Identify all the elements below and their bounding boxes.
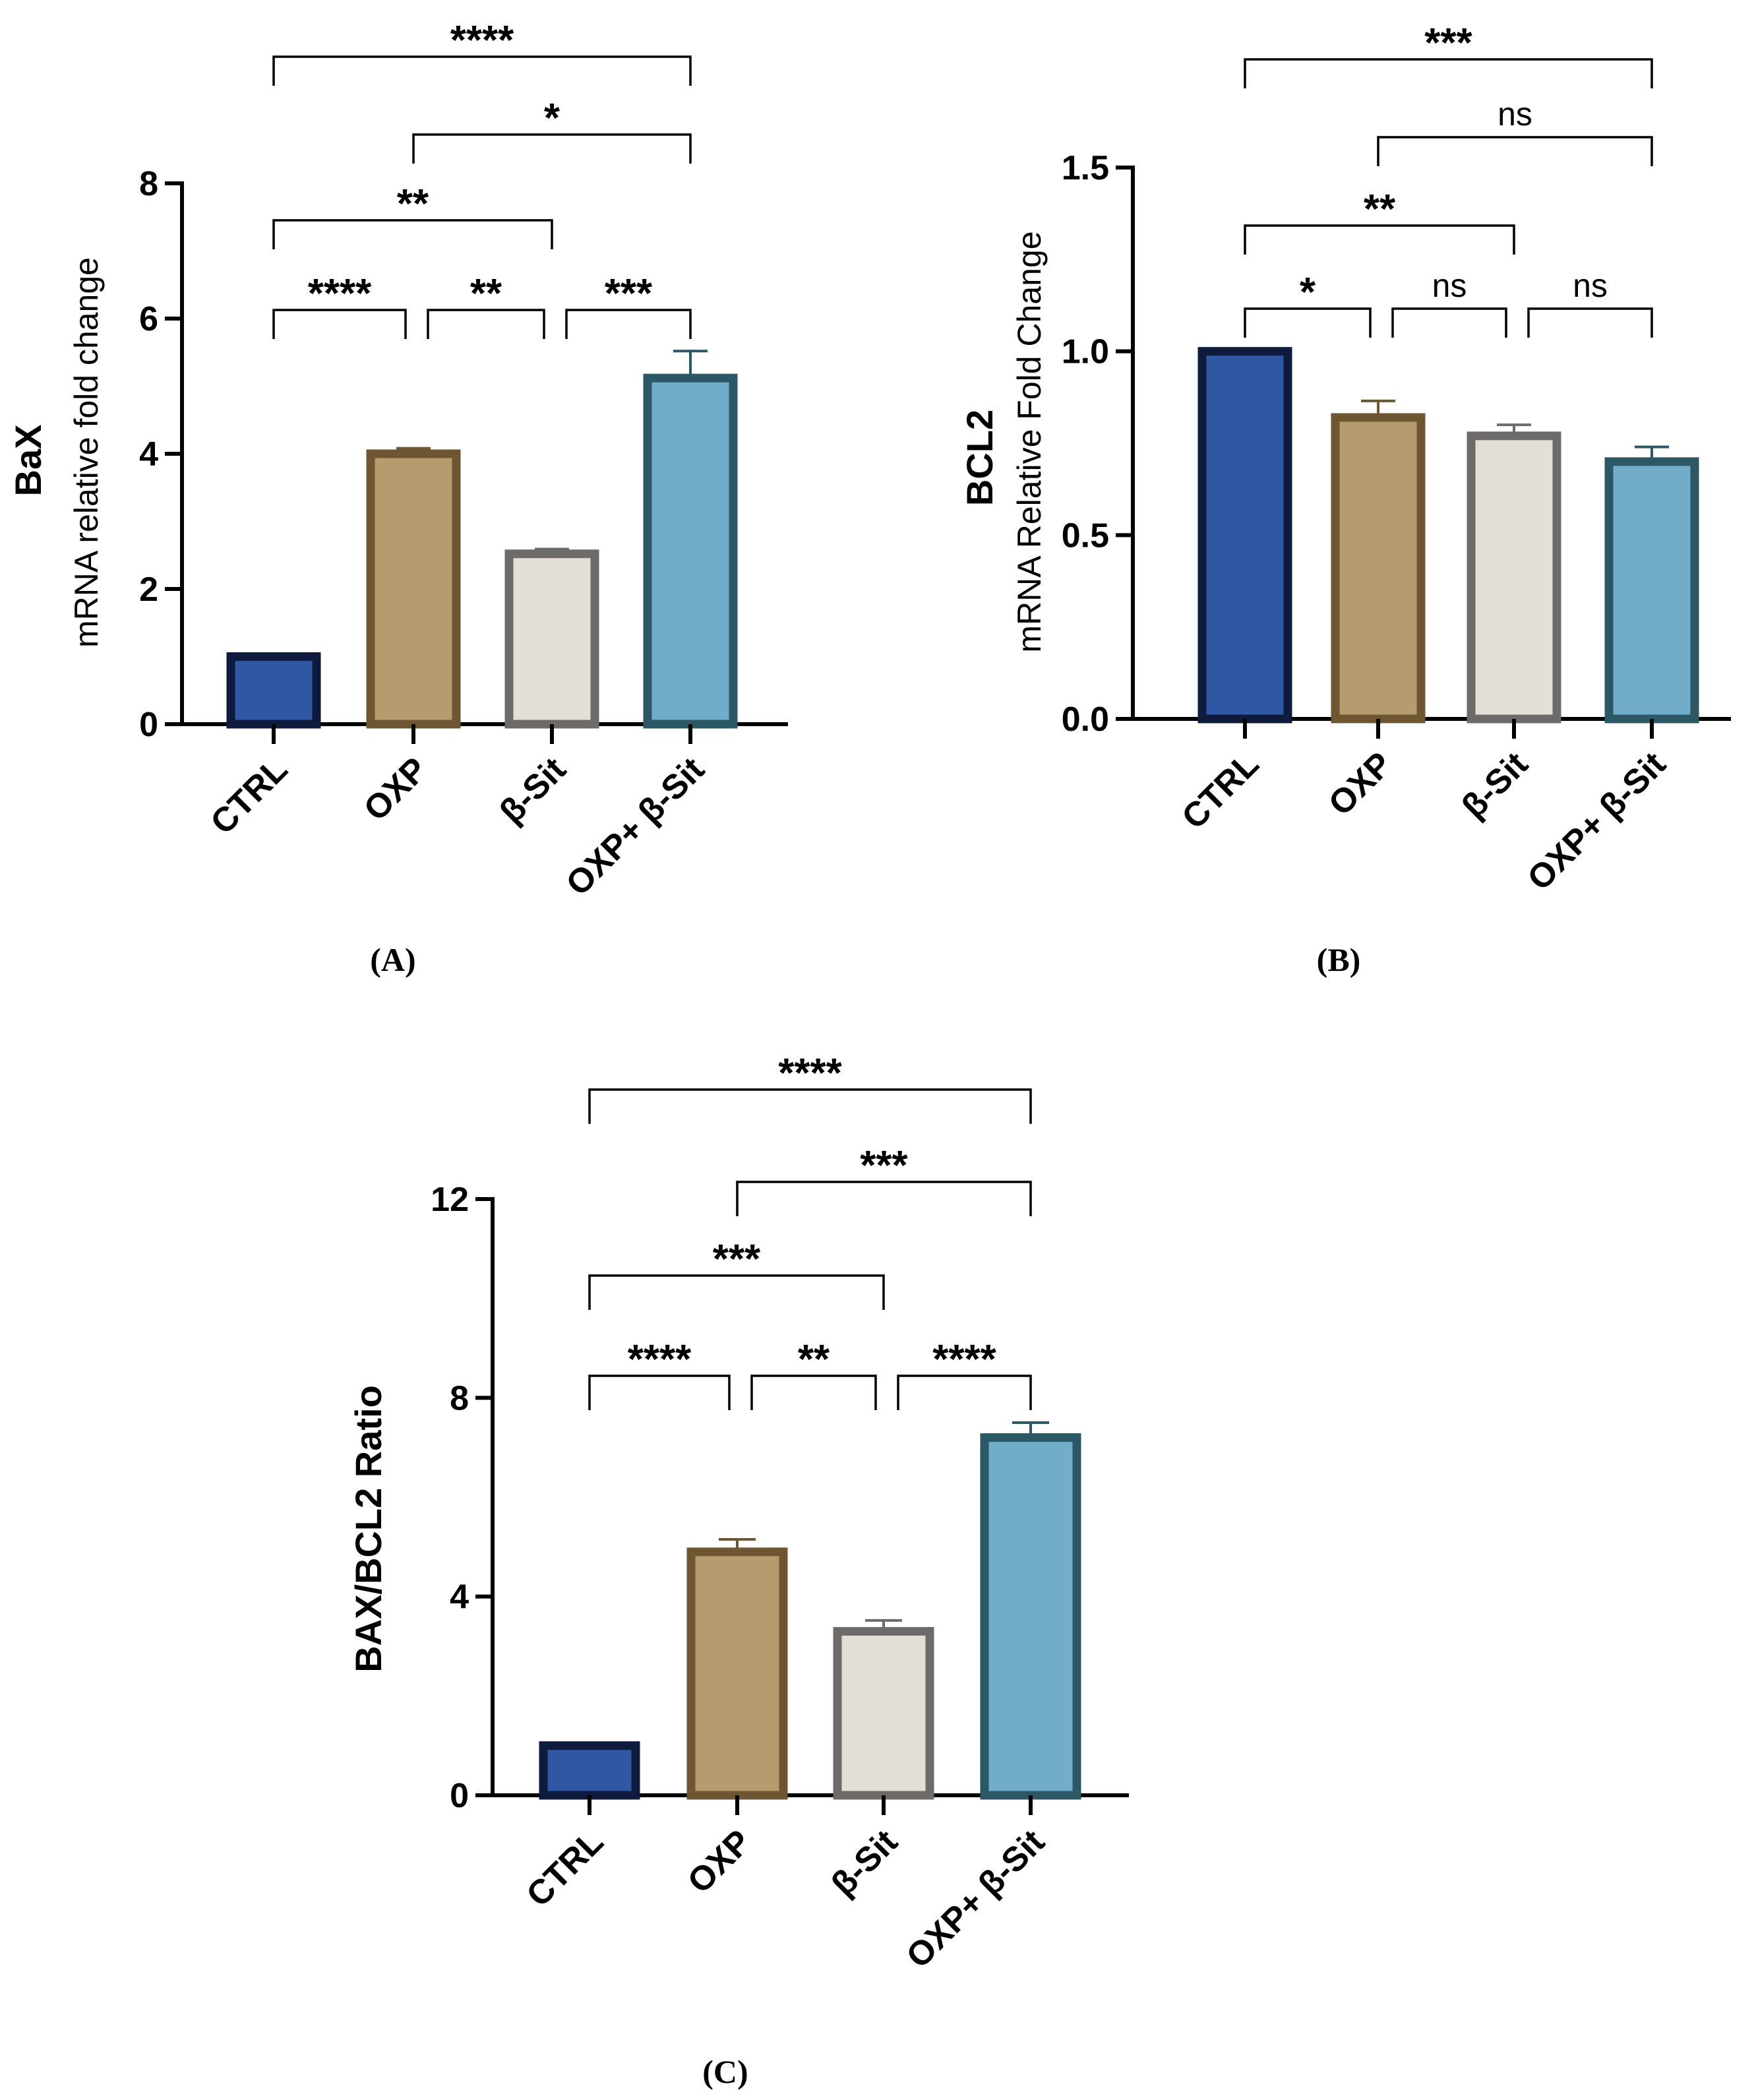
bar-0	[539, 1741, 640, 1800]
significance-bracket	[897, 1374, 1032, 1410]
y-axis-title: BCL2	[959, 410, 1000, 506]
significance-label: ns	[1432, 267, 1467, 304]
error-bar	[1635, 445, 1669, 462]
significance-label: ****	[628, 1337, 692, 1382]
category-label: OXP	[681, 1822, 759, 1901]
y-tick-label: 4	[139, 435, 158, 474]
category-label: CTRL	[1174, 745, 1266, 836]
bar-3	[643, 373, 738, 729]
category-label: CTRL	[519, 1822, 611, 1914]
significance-bracket	[750, 1374, 877, 1410]
error-bar	[396, 447, 431, 454]
significance-label: ****	[308, 271, 372, 317]
bar-2	[1467, 431, 1561, 724]
significance-bracket	[1527, 307, 1653, 338]
bar-3	[980, 1433, 1081, 1800]
error-bar	[1012, 1421, 1049, 1438]
chart-panel-c: BAX/BCL2 Ratio (C) 0 4 8 12 CTRL OXP β-SitOXP+…	[348, 1051, 1129, 2090]
significance-bracket	[1244, 58, 1653, 88]
significance-label: ****	[778, 1051, 842, 1096]
significance-label: **	[1364, 187, 1396, 232]
significance-label: ***	[605, 271, 653, 317]
significance-label: ****	[932, 1337, 996, 1382]
category-label: β-Sit	[1455, 745, 1536, 826]
y-tick-label: 0	[450, 1777, 469, 1815]
category-label: β-Sit	[824, 1822, 905, 1903]
bar-2	[504, 549, 599, 729]
bar-1	[686, 1547, 788, 1800]
significance-bracket	[565, 309, 692, 339]
y-axis-title: BAX/BCL2 Ratio	[348, 1385, 389, 1673]
significance-bracket	[1391, 307, 1507, 338]
y-tick-label: 8	[139, 165, 158, 203]
panel-label: (B)	[1317, 941, 1361, 978]
significance-bracket	[736, 1181, 1032, 1216]
y-tick-label: 0	[139, 706, 158, 744]
panel-label: (A)	[370, 941, 415, 978]
significance-label: ***	[1424, 20, 1472, 66]
significance-bracket	[272, 309, 407, 339]
error-bar	[865, 1619, 902, 1632]
significance-label: ns	[1498, 96, 1532, 133]
bar-2	[833, 1626, 934, 1800]
bar-1	[366, 449, 461, 729]
y-axis-label: mRNA Relative Fold Change	[1011, 231, 1048, 652]
category-label: OXP+ β-Sit	[559, 750, 711, 903]
y-tick-label: 0.0	[1062, 700, 1109, 739]
significance-label: ***	[860, 1143, 908, 1189]
y-tick-label: 8	[450, 1379, 469, 1417]
error-bar	[673, 350, 708, 379]
significance-bracket	[588, 1374, 731, 1410]
y-tick-label: 6	[139, 300, 158, 338]
category-label: β-Sit	[493, 750, 574, 831]
significance-bracket	[427, 309, 545, 339]
significance-bracket	[1377, 136, 1653, 166]
error-bar	[1361, 399, 1395, 417]
error-bar	[719, 1538, 756, 1552]
significance-label: **	[798, 1337, 830, 1382]
bar-0	[226, 652, 321, 729]
category-label: OXP	[357, 750, 435, 828]
significance-label: ns	[1573, 267, 1608, 304]
y-axis-label: mRNA relative fold change	[68, 257, 105, 648]
error-bar	[1497, 423, 1531, 436]
bar-0	[1197, 347, 1292, 724]
y-tick-label: 2	[139, 571, 158, 609]
significance-label: **	[397, 181, 429, 227]
significance-bracket	[412, 133, 692, 164]
significance-bracket	[588, 1274, 885, 1310]
y-tick-label: 4	[450, 1578, 469, 1617]
category-label: OXP+ β-Sit	[899, 1822, 1052, 1975]
significance-bracket	[272, 55, 692, 86]
significance-bracket	[1244, 224, 1515, 255]
category-label: OXP	[1321, 745, 1400, 823]
panel-label: (C)	[702, 2053, 748, 2090]
category-label: OXP+ β-Sit	[1520, 745, 1673, 898]
significance-label: **	[470, 271, 502, 317]
significance-label: ***	[713, 1237, 761, 1282]
significance-bracket	[588, 1088, 1032, 1124]
category-label: CTRL	[203, 750, 295, 842]
y-tick-label: 1.0	[1062, 333, 1109, 371]
significance-bracket	[272, 219, 553, 249]
significance-label: *	[544, 96, 560, 141]
chart-panel-b: BCL2 mRNA Relative Fold Change (B) 0.0 0.…	[959, 20, 1731, 978]
bar-3	[1604, 457, 1699, 724]
y-tick-label: 12	[431, 1181, 469, 1219]
significance-label: *	[1300, 270, 1316, 315]
bar-1	[1331, 413, 1426, 724]
y-tick-label: 1.5	[1062, 149, 1109, 187]
significance-label: ****	[450, 18, 514, 63]
error-bar	[535, 547, 569, 554]
y-axis-title: BaX	[7, 425, 49, 497]
significance-bracket	[1244, 307, 1372, 338]
chart-panel-a: BaX mRNA relative fold change (A) 0 2 4 6 8 C…	[7, 18, 788, 978]
y-tick-label: 0.5	[1062, 516, 1109, 555]
